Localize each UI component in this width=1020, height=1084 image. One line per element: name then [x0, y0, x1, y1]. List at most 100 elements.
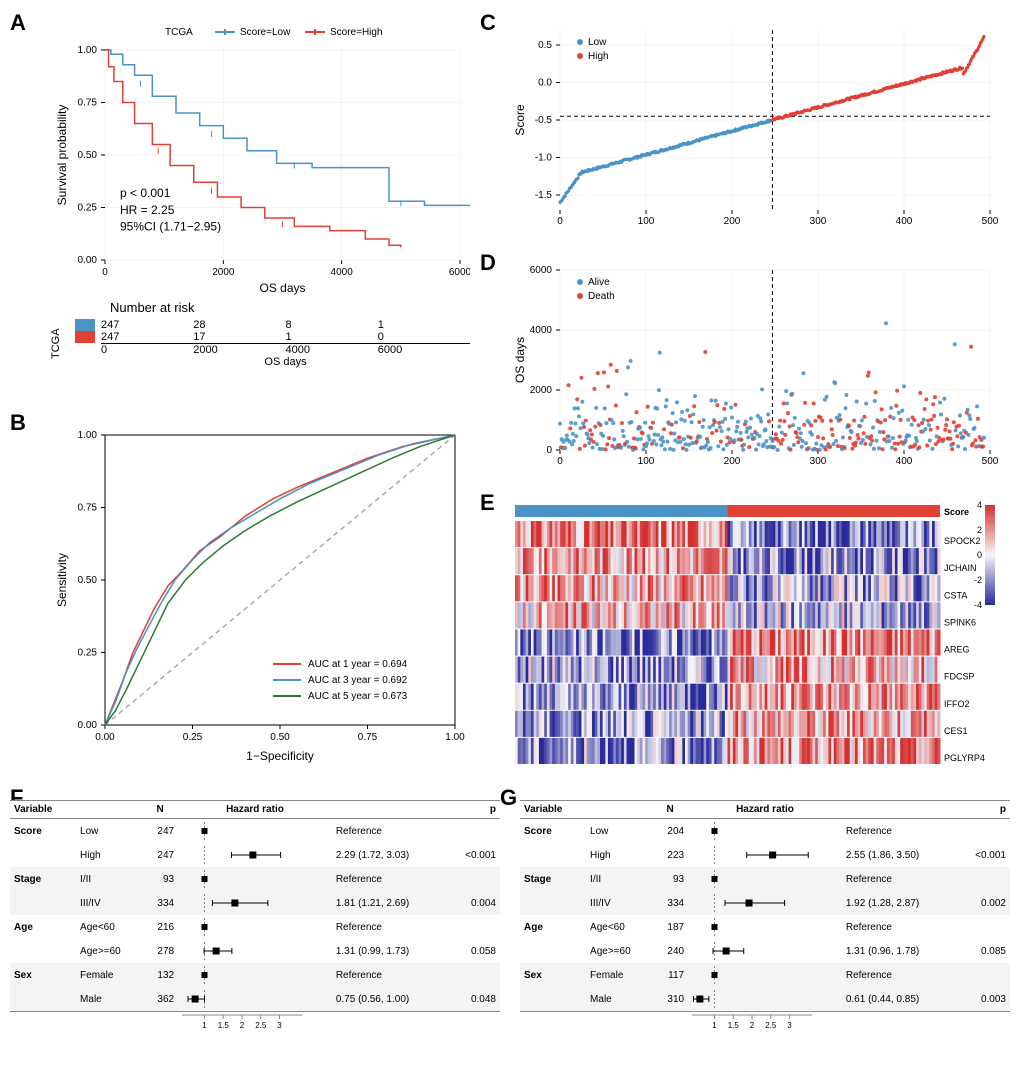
forest-cell [178, 987, 332, 1012]
forest-row: High2232.55 (1.86, 3.50)<0.001 [520, 843, 1010, 867]
forest-cell [688, 843, 842, 867]
svg-text:400: 400 [896, 216, 913, 227]
forest-cell: 132 [142, 963, 178, 987]
forest-cell: Male [76, 987, 142, 1012]
svg-text:0.50: 0.50 [270, 732, 290, 743]
roc-plot: 0.000.000.250.250.500.500.750.751.001.00… [50, 420, 470, 770]
forest-cell [688, 963, 842, 987]
forest-cell: High [586, 843, 652, 867]
svg-text:AUC at 5 year = 0.673: AUC at 5 year = 0.673 [308, 691, 408, 702]
forest-cell: Age [520, 915, 586, 939]
forest-row: SexFemale117Reference [520, 963, 1010, 987]
svg-text:2: 2 [750, 1021, 755, 1030]
svg-text:0: 0 [557, 456, 563, 467]
svg-text:6000: 6000 [449, 267, 470, 278]
forest-cell [178, 963, 332, 987]
risk-xtick: 4000 [286, 344, 378, 356]
forest-cell: 2.29 (1.72, 3.03) [332, 843, 446, 867]
forest-row: AgeAge<60216Reference [10, 915, 500, 939]
risk-xtick: 0 [101, 344, 193, 356]
forest-cell: 0.61 (0.44, 0.85) [842, 987, 956, 1012]
svg-text:1: 1 [712, 1021, 717, 1030]
forest-cell: 187 [652, 915, 688, 939]
svg-text:0.25: 0.25 [78, 648, 98, 659]
svg-text:Score=Low: Score=Low [240, 27, 291, 38]
svg-text:0: 0 [557, 216, 563, 227]
svg-text:1.5: 1.5 [728, 1021, 740, 1030]
svg-text:500: 500 [982, 216, 999, 227]
svg-text:100: 100 [638, 216, 655, 227]
forest-cell: Age>=60 [76, 939, 142, 963]
forest-row: Male3100.61 (0.44, 0.85)0.003 [520, 987, 1010, 1012]
svg-text:1.5: 1.5 [218, 1021, 230, 1030]
forest-row: Male3620.75 (0.56, 1.00)0.048 [10, 987, 500, 1012]
svg-text:p < 0.001: p < 0.001 [120, 186, 171, 200]
svg-text:1−Specificity: 1−Specificity [246, 749, 314, 763]
risk-color-low [75, 319, 95, 331]
score-svg: 0100200300400500-1.5-1.0-0.50.00.5ScoreL… [510, 20, 1000, 240]
risk-vals-high: 2471710 [101, 331, 470, 343]
forest-cell [10, 939, 76, 963]
forest-cell [956, 915, 1010, 939]
forest-cell: High [76, 843, 142, 867]
svg-text:0.0: 0.0 [538, 78, 552, 89]
risk-xticks: 0200040006000 [101, 344, 470, 356]
forest-header: N [652, 801, 688, 819]
forest-cell: 204 [652, 819, 688, 844]
forest-cell: Male [586, 987, 652, 1012]
forest-cell: 362 [142, 987, 178, 1012]
forest-header [586, 801, 652, 819]
forest-cell: Low [586, 819, 652, 844]
forest-header: p [956, 801, 1010, 819]
panel-label-d: D [480, 250, 496, 276]
forest-cell: 1.31 (0.96, 1.78) [842, 939, 956, 963]
forest-plot-f: VariableNHazard ratiopScoreLow247Referen… [10, 800, 500, 1075]
forest-cell: 93 [652, 867, 688, 891]
heatmap-svg: ScoreSPOCK2JCHAINCSTASPINK6AREGFDCSPIFFO… [510, 500, 1000, 770]
forest-cell [956, 867, 1010, 891]
svg-text:1.00: 1.00 [445, 732, 465, 743]
panel-label-c: C [480, 10, 496, 36]
svg-text:0.00: 0.00 [78, 255, 98, 266]
forest-cell: Reference [842, 963, 956, 987]
forest-row: StageI/II93Reference [520, 867, 1010, 891]
forest-cell: 216 [142, 915, 178, 939]
svg-text:IFFO2: IFFO2 [944, 699, 970, 709]
risk-xlabel: OS days [101, 356, 470, 368]
km-plot: 02000400060000.000.250.500.751.00OS days… [50, 20, 470, 300]
forest-cell [446, 915, 500, 939]
panel-label-a: A [10, 10, 26, 36]
svg-text:High: High [588, 51, 609, 62]
panel-label-e: E [480, 490, 495, 516]
scatter-svg: 01002003004005000200040006000OS daysAliv… [510, 260, 1000, 480]
forest-row: III/IV3341.81 (1.21, 2.69)0.004 [10, 891, 500, 915]
forest-cell [688, 915, 842, 939]
forest-cell: Reference [842, 819, 956, 844]
forest-cell: III/IV [586, 891, 652, 915]
forest-cell: 247 [142, 843, 178, 867]
forest-header: Variable [520, 801, 586, 819]
svg-text:-4: -4 [974, 600, 982, 610]
svg-text:200: 200 [724, 456, 741, 467]
forest-header: N [142, 801, 178, 819]
forest-cell: Sex [520, 963, 586, 987]
svg-text:JCHAIN: JCHAIN [944, 563, 977, 573]
svg-text:OS days: OS days [259, 281, 305, 295]
forest-cell [10, 891, 76, 915]
forest-cell: 0.002 [956, 891, 1010, 915]
forest-cell: 223 [652, 843, 688, 867]
risk-val: 8 [286, 319, 378, 331]
svg-text:Survival probability: Survival probability [55, 105, 69, 206]
svg-text:-1.0: -1.0 [535, 153, 553, 164]
svg-text:0.00: 0.00 [78, 720, 98, 731]
forest-cell [520, 891, 586, 915]
svg-text:PGLYRP4: PGLYRP4 [944, 753, 985, 763]
forest-cell: <0.001 [956, 843, 1010, 867]
svg-text:1: 1 [202, 1021, 207, 1030]
risk-val: 1 [378, 319, 470, 331]
svg-text:0.75: 0.75 [78, 98, 98, 109]
forest-cell: 0.085 [956, 939, 1010, 963]
forest-cell [10, 843, 76, 867]
svg-text:HR = 2.25: HR = 2.25 [120, 203, 175, 217]
forest-header: Hazard ratio [178, 801, 332, 819]
